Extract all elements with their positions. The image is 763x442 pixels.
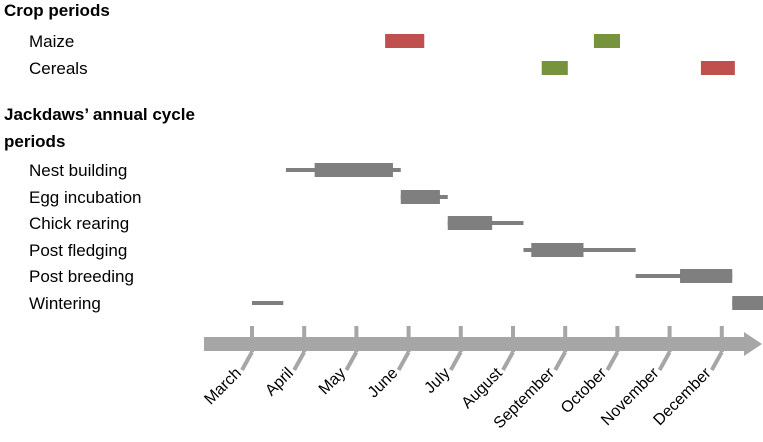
month-label: April bbox=[262, 365, 297, 400]
axis-arrow-head bbox=[744, 332, 762, 356]
period-rows: Nest building Egg incubation Chick rearing… bbox=[29, 161, 763, 313]
crop-bar bbox=[700, 61, 735, 75]
period-bar bbox=[531, 243, 584, 257]
period-label: Nest building bbox=[29, 161, 127, 180]
period-label: Egg incubation bbox=[29, 188, 141, 207]
crop-bar bbox=[593, 34, 621, 48]
month-label: October bbox=[558, 364, 611, 417]
crop-bar bbox=[385, 34, 425, 48]
month-label: July bbox=[421, 365, 453, 397]
period-bar bbox=[314, 163, 393, 177]
month-label: December bbox=[650, 364, 715, 429]
month-label: August bbox=[459, 364, 507, 412]
crop-label: Cereals bbox=[29, 59, 88, 78]
period-label: Post fledging bbox=[29, 241, 127, 260]
axis-arrow-shaft bbox=[204, 337, 746, 351]
month-tick-slant bbox=[449, 351, 463, 371]
month-tick-slant bbox=[553, 351, 567, 371]
period-bar bbox=[400, 190, 440, 204]
crop-bar bbox=[541, 61, 568, 75]
month-tick-slant bbox=[605, 351, 620, 371]
period-bar bbox=[447, 216, 493, 230]
period-bar bbox=[732, 296, 763, 310]
month-tick-slant bbox=[396, 351, 411, 371]
period-label: Chick rearing bbox=[29, 214, 129, 233]
period-label: Post breeding bbox=[29, 267, 134, 286]
crop-periods-heading: Crop periods bbox=[4, 1, 110, 20]
crop-rows: Maize Cereals bbox=[29, 32, 735, 78]
month-tick-slant bbox=[710, 351, 724, 371]
month-tick-slant bbox=[657, 351, 672, 371]
month-tick-slant bbox=[240, 351, 254, 371]
month-label: May bbox=[316, 365, 349, 398]
crop-label: Maize bbox=[29, 32, 74, 51]
period-range-line bbox=[252, 301, 284, 305]
month-tick-slant bbox=[501, 351, 515, 371]
jackdaws-heading-line2: periods bbox=[4, 132, 65, 151]
period-bar bbox=[680, 269, 733, 283]
month-label: March bbox=[201, 365, 244, 408]
month-tick-slant bbox=[344, 351, 359, 371]
month-label: June bbox=[365, 365, 402, 402]
jackdaws-heading-line1: Jackdaws’ annual cycle bbox=[4, 105, 195, 124]
period-label: Wintering bbox=[29, 294, 101, 313]
month-tick-slant bbox=[292, 351, 306, 371]
